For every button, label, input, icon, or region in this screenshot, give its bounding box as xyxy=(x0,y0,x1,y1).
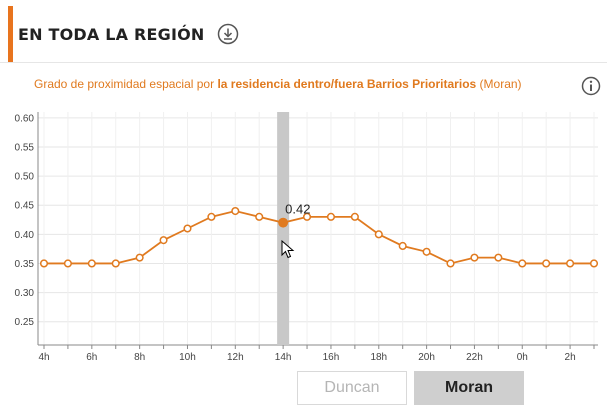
y-tick-label: 0.50 xyxy=(15,172,35,183)
y-tick-label: 0.25 xyxy=(15,317,35,328)
data-point xyxy=(302,212,312,221)
mouse-cursor-icon xyxy=(281,240,295,259)
duncan-button[interactable]: Duncan xyxy=(297,371,407,405)
x-tick-label: 20h xyxy=(418,352,435,363)
section-header: EN TODA LA REGIÓN xyxy=(18,6,239,62)
data-point xyxy=(255,212,264,221)
data-point xyxy=(326,212,336,221)
data-point xyxy=(231,206,240,216)
data-point xyxy=(374,230,383,239)
x-tick-label: 12h xyxy=(227,352,244,363)
data-point xyxy=(63,259,72,268)
data-point xyxy=(39,259,49,268)
y-tick-label: 0.40 xyxy=(15,230,35,241)
x-tick-label: 0h xyxy=(517,352,528,363)
subtitle-suffix: (Moran) xyxy=(476,77,522,91)
y-tick-label: 0.30 xyxy=(15,288,35,299)
highlight-band xyxy=(277,112,290,345)
data-point xyxy=(159,236,168,245)
moran-button[interactable]: Moran xyxy=(414,371,524,405)
data-point xyxy=(566,259,575,268)
data-point xyxy=(518,259,527,268)
data-point xyxy=(470,253,479,262)
y-tick-label: 0.35 xyxy=(15,259,35,270)
data-point xyxy=(183,224,192,233)
x-tick-label: 16h xyxy=(323,352,340,363)
x-tick-label: 8h xyxy=(134,352,145,363)
tooltip-value: 0.42 xyxy=(285,202,310,217)
data-point xyxy=(207,212,216,221)
series-line xyxy=(44,210,594,265)
header-divider xyxy=(0,62,607,63)
highlighted-data-point xyxy=(278,217,289,228)
data-point xyxy=(589,259,599,268)
line-chart: 0.25 0.30 0.35 0.40 0.45 0.50 0.55 0.60 4h 6h 8h 10… xyxy=(15,112,599,363)
data-point xyxy=(422,247,431,256)
data-point xyxy=(350,212,359,221)
accent-bar xyxy=(8,6,13,62)
subtitle-bold: la residencia dentro/fuera Barrios Prior… xyxy=(217,77,477,91)
download-icon[interactable] xyxy=(217,23,239,45)
x-tick-label: 2h xyxy=(565,352,576,363)
x-tick-label: 14h xyxy=(275,352,292,363)
data-point xyxy=(542,259,551,268)
data-point xyxy=(398,241,407,251)
y-tick-label: 0.45 xyxy=(15,201,35,212)
y-tick-label: 0.60 xyxy=(15,113,35,124)
subtitle-prefix: Grado de proximidad espacial por xyxy=(34,77,218,91)
x-tick-label: 18h xyxy=(370,352,387,363)
data-point xyxy=(494,253,503,262)
x-tick-label: 4h xyxy=(38,352,49,363)
y-tick-label: 0.55 xyxy=(15,142,35,153)
x-tick-label: 6h xyxy=(86,352,97,363)
data-point xyxy=(111,259,120,268)
info-icon[interactable] xyxy=(581,76,601,96)
chart-subtitle: Grado de proximidad espacial por la resi… xyxy=(34,77,522,91)
data-point xyxy=(135,253,144,262)
data-point xyxy=(446,259,455,268)
x-tick-label: 10h xyxy=(179,352,196,363)
data-point xyxy=(87,259,96,268)
section-title: EN TODA LA REGIÓN xyxy=(18,24,205,44)
x-tick-label: 22h xyxy=(466,352,483,363)
